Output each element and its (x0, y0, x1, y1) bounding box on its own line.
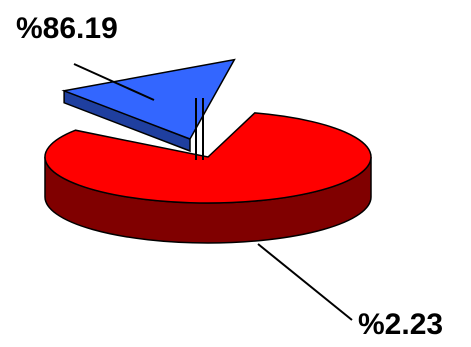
data-label-blue-slice: %86.19 (16, 12, 118, 45)
leader-line-red-slice (258, 244, 352, 320)
data-label-red-slice: %2.23 (358, 308, 443, 341)
pie-layer (45, 60, 371, 243)
pie-slice-red-top (45, 113, 371, 203)
